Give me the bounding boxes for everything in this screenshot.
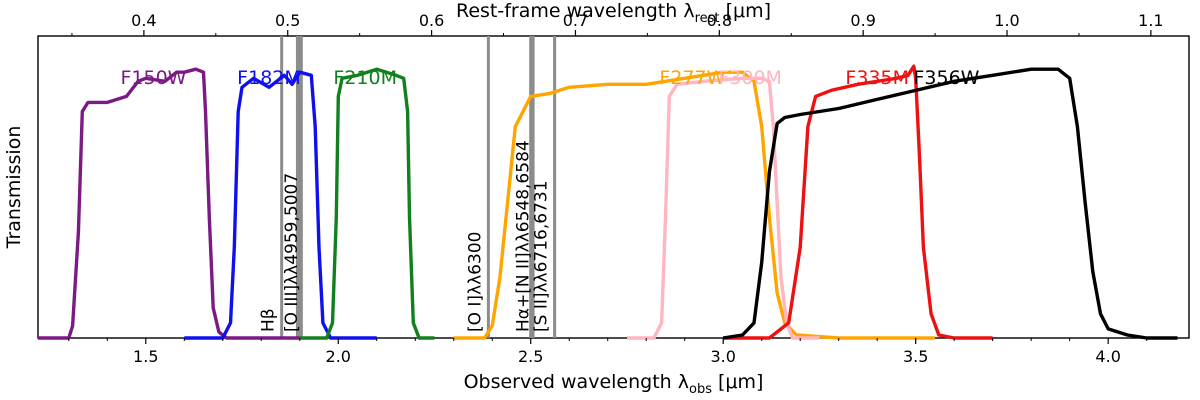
- top-axis-title: Rest-frame wavelength λrest [μm]: [456, 0, 771, 26]
- emission-lines: Hβ [O III]λλ4959,5007 [O I]λλ6300 Hα+[N II]…: [259, 36, 557, 338]
- emission-line-h-n-ii-6548-6584: Hα+[N II]λλ6548,6584: [514, 36, 535, 338]
- emission-line-label: [O I]λλ6300: [465, 232, 485, 332]
- x2-tick-label: 0.4: [131, 11, 156, 30]
- curve-f210m: [299, 67, 435, 340]
- label-f335m: F335M: [845, 67, 909, 89]
- emission-line-h: Hβ: [259, 36, 284, 338]
- x-axis-bottom: 1.5 2.0 2.5 3.0 3.5 4.0: [68, 338, 1148, 366]
- x2-tick-label: 0.9: [850, 11, 875, 30]
- curve-f150w: [38, 67, 300, 340]
- label-f300m: F300M: [718, 67, 782, 89]
- filter-curves: [38, 64, 1178, 340]
- emission-line-s-ii-6716-6731: [S II]λλ6716,6731: [532, 36, 557, 338]
- x-tick-label: 3.0: [710, 347, 735, 366]
- label-f150w: F150W: [120, 67, 186, 89]
- curve-f356w: [722, 67, 1178, 340]
- x2-tick-label: 1.1: [1138, 11, 1163, 30]
- x-tick-label: 3.5: [903, 347, 928, 366]
- x2-tick-label: 0.8: [707, 11, 732, 30]
- emission-line-o-iii-4959-5007: [O III]λλ4959,5007: [282, 36, 303, 338]
- curve-f182m: [184, 70, 377, 340]
- x2-tick-label: 0.5: [275, 11, 300, 30]
- curve-f300m: [627, 76, 820, 340]
- x-axis-title: Observed wavelength λobs [μm]: [464, 371, 764, 397]
- x2-tick-label: 0.7: [563, 11, 588, 30]
- emission-line-label: [S II]λλ6716,6731: [532, 180, 552, 332]
- emission-line-o-i-6300: [O I]λλ6300: [465, 36, 490, 338]
- plot-frame: [37, 35, 1190, 339]
- x2-tick-label: 0.6: [419, 11, 444, 30]
- x-axis-top: 0.4 0.5 0.6 0.7 0.8 0.9 1.0 1.1: [71, 11, 1164, 36]
- label-f356w: F356W: [913, 67, 979, 89]
- label-f210m: F210M: [333, 67, 397, 89]
- x-tick-label: 2.5: [518, 347, 543, 366]
- curve-f335m: [723, 64, 993, 340]
- label-f277w: F277W: [659, 67, 725, 89]
- y-axis-title: Transmission: [3, 126, 25, 250]
- x-tick-label: 2.0: [326, 347, 351, 366]
- emission-line-label: Hα+[N II]λλ6548,6584: [514, 140, 534, 332]
- emission-line-label: [O III]λλ4959,5007: [282, 173, 302, 332]
- x2-tick-label: 1.0: [994, 11, 1019, 30]
- emission-band: [529, 36, 535, 338]
- x-tick-label: 1.5: [133, 347, 158, 366]
- emission-line-label: Hβ: [259, 308, 279, 332]
- emission-band: [295, 36, 303, 338]
- label-f182m: F182M: [237, 67, 301, 89]
- x-tick-label: 4.0: [1095, 347, 1120, 366]
- plot-area: Hβ [O III]λλ4959,5007 [O I]λλ6300 Hα+[N II]…: [37, 11, 1190, 366]
